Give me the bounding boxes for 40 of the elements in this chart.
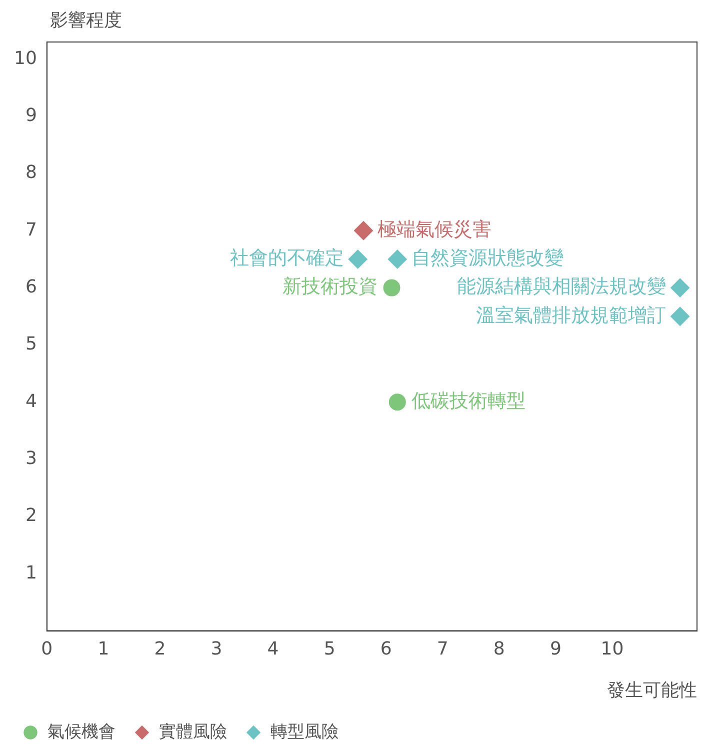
y-tick-label: 9 — [25, 104, 37, 126]
point — [670, 278, 690, 298]
point — [388, 394, 406, 411]
y-tick-label: 8 — [25, 162, 37, 184]
y-tick-label: 6 — [25, 276, 37, 298]
x-tick-label: 10 — [600, 638, 624, 660]
point — [383, 279, 400, 296]
point — [388, 250, 407, 269]
x-axis-title: 發生可能性 — [607, 680, 697, 701]
x-tick-label: 2 — [154, 638, 166, 660]
x-tick-label: 1 — [98, 638, 110, 660]
point — [670, 306, 690, 326]
x-tick-label: 0 — [41, 638, 53, 660]
y-tick-label: 3 — [25, 448, 37, 469]
legend-label: 轉型風險 — [270, 722, 338, 742]
x-tick-label: 9 — [550, 638, 562, 660]
y-tick-label: 7 — [25, 219, 37, 240]
annotation: 溫室氣體排放規範增訂 — [476, 304, 666, 326]
annotation: 低碳技術轉型 — [411, 390, 526, 412]
annotation: 自然資源狀態改變 — [411, 247, 564, 270]
y-tick-label: 10 — [14, 48, 37, 69]
y-axis-title: 影響程度 — [50, 9, 122, 32]
y-tick-label: 2 — [25, 505, 37, 526]
x-tick-label: 5 — [324, 638, 336, 660]
annotation: 能源結構與相關法規改變 — [457, 276, 666, 298]
point — [354, 221, 373, 240]
x-tick-label: 8 — [493, 638, 505, 660]
annotation: 社會的不確定 — [230, 247, 344, 270]
y-tick-label: 1 — [25, 562, 37, 584]
y-tick-label: 4 — [25, 390, 37, 412]
x-tick-label: 3 — [210, 638, 222, 660]
point — [348, 250, 368, 269]
legend-label: 氣候機會 — [48, 722, 116, 742]
legend-label: 實體風險 — [159, 722, 227, 742]
annotation: 極端氣候災害 — [377, 218, 492, 241]
x-tick-label: 6 — [380, 638, 392, 660]
x-tick-label: 7 — [436, 638, 448, 660]
x-tick-label: 4 — [267, 638, 279, 660]
y-tick-label: 5 — [25, 334, 37, 355]
annotation: 新技術投資 — [282, 276, 378, 298]
